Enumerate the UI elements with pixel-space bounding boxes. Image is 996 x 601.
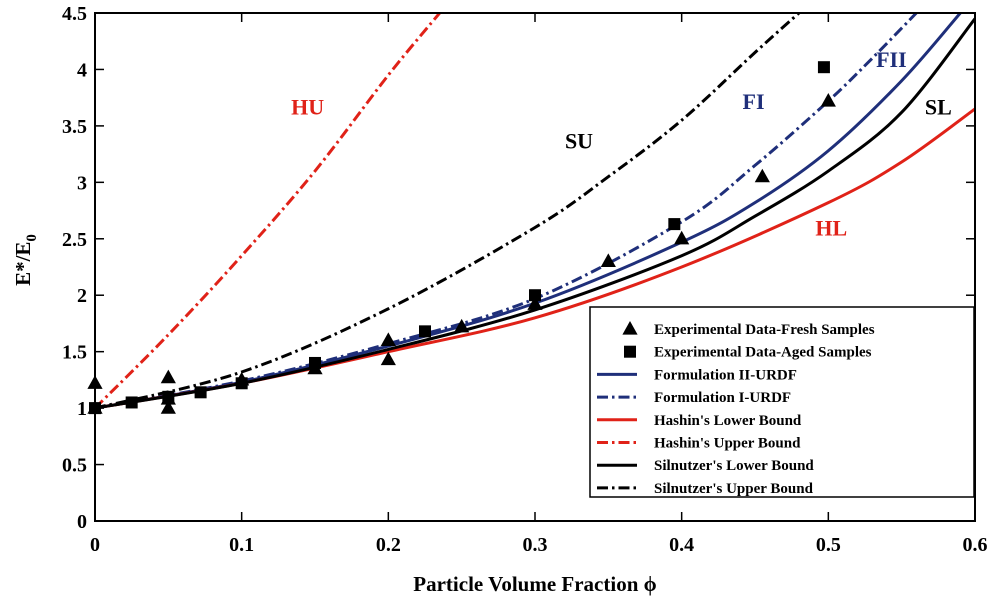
legend-swatch [624, 345, 636, 358]
y-tick-label: 0 [77, 511, 87, 533]
x-tick-label: 0.5 [816, 534, 841, 556]
curve-label-fii: FII [876, 47, 907, 72]
y-axis-title-subscript: 0 [24, 234, 40, 242]
marker-aged-sample [235, 377, 248, 390]
tick-labels: 0 0.1 0.2 0.3 0.4 0.5 0.6 0 0.5 1 1.5 2 2.5 3 3.5 4 4.5 [62, 3, 988, 556]
x-tick-label: 0.3 [523, 534, 548, 556]
legend-label: Experimental Data-Aged Samples [654, 345, 872, 361]
legend-label: Experimental Data-Fresh Samples [654, 322, 875, 338]
marker-fresh-sample [527, 296, 543, 310]
legend: Experimental Data-Fresh Samples Experimen… [589, 306, 975, 498]
x-tick-label: 0.2 [376, 534, 401, 556]
legend-box [589, 306, 975, 498]
marker-fresh-sample [160, 400, 176, 414]
marker-fresh-sample [674, 230, 690, 245]
series-markers [87, 61, 836, 415]
marker-aged-sample [529, 289, 541, 302]
legend-item-experimental-data-fresh-samples: Experimental Data-Fresh Samples [622, 321, 875, 338]
line-formulation-i-urdf [95, 13, 918, 410]
legend-swatch [622, 321, 638, 335]
y-tick-label: 2 [77, 285, 87, 307]
legend-label: Silnutzer's Upper Bound [654, 481, 814, 497]
marker-aged-sample [162, 390, 175, 403]
legend-item-silnutzer-s-upper-bound: Silnutzer's Upper Bound [597, 481, 814, 497]
marker-fresh-sample [754, 168, 770, 183]
marker-fresh-sample [454, 318, 470, 333]
y-tick-label: 0.5 [62, 455, 87, 477]
marker-fresh-sample [160, 369, 176, 384]
x-axis-title: Particle Volume Fraction ϕ [413, 572, 656, 596]
legend-label: Silnutzer's Lower Bound [654, 458, 814, 474]
marker-fresh-sample [600, 253, 616, 267]
marker-aged-sample [194, 386, 207, 399]
y-axis-title-main: E*/E [11, 242, 35, 286]
marker-fresh-sample [380, 332, 396, 346]
curve-label-su: SU [565, 128, 593, 153]
x-tick-label: 0.1 [229, 534, 254, 556]
legend-label: Hashin's Lower Bound [654, 413, 802, 429]
x-tick-label: 0.4 [669, 534, 694, 556]
marker-aged-sample [309, 356, 321, 369]
y-tick-label: 4 [77, 59, 87, 81]
legend-item-formulation-ii-urdf: Formulation II-URDF [597, 367, 797, 383]
curve-label-fi: FI [743, 89, 765, 114]
marker-aged-sample [668, 218, 681, 231]
legend-label: Formulation I-URDF [654, 390, 791, 406]
legend-item-hashin-s-lower-bound: Hashin's Lower Bound [597, 413, 802, 429]
curve-label-hu: HU [291, 95, 324, 120]
marker-aged-sample [125, 396, 138, 409]
x-tick-label: 0 [90, 534, 100, 556]
line-hashin-s-upper-bound [95, 13, 441, 410]
y-tick-label: 3 [77, 172, 87, 194]
y-tick-label: 3.5 [62, 116, 87, 138]
curve-label-sl: SL [925, 95, 952, 120]
y-tick-label: 1 [77, 398, 87, 420]
marker-fresh-sample [380, 351, 396, 366]
y-axis-title: E*/E0 [11, 234, 40, 286]
y-tick-label: 2.5 [62, 229, 87, 251]
marker-fresh-sample [820, 93, 836, 107]
x-tick-label: 0.6 [963, 534, 988, 556]
y-tick-label: 4.5 [62, 3, 87, 25]
legend-item-experimental-data-aged-samples: Experimental Data-Aged Samples [624, 345, 872, 361]
legend-label: Formulation II-URDF [654, 367, 797, 383]
curve-labels: HU SU FI FII SL HL [291, 47, 952, 240]
line-silnutzer-s-lower-bound [95, 17, 975, 410]
legend-label: Hashin's Upper Bound [654, 436, 801, 452]
legend-item-formulation-i-urdf: Formulation I-URDF [597, 390, 791, 406]
legend-item-hashin-s-upper-bound: Hashin's Upper Bound [597, 436, 801, 452]
marker-aged-sample [817, 61, 830, 74]
curve-label-hl: HL [815, 215, 847, 240]
marker-aged-sample [419, 325, 431, 338]
legend-item-silnutzer-s-lower-bound: Silnutzer's Lower Bound [597, 458, 814, 474]
y-tick-label: 1.5 [62, 342, 87, 364]
